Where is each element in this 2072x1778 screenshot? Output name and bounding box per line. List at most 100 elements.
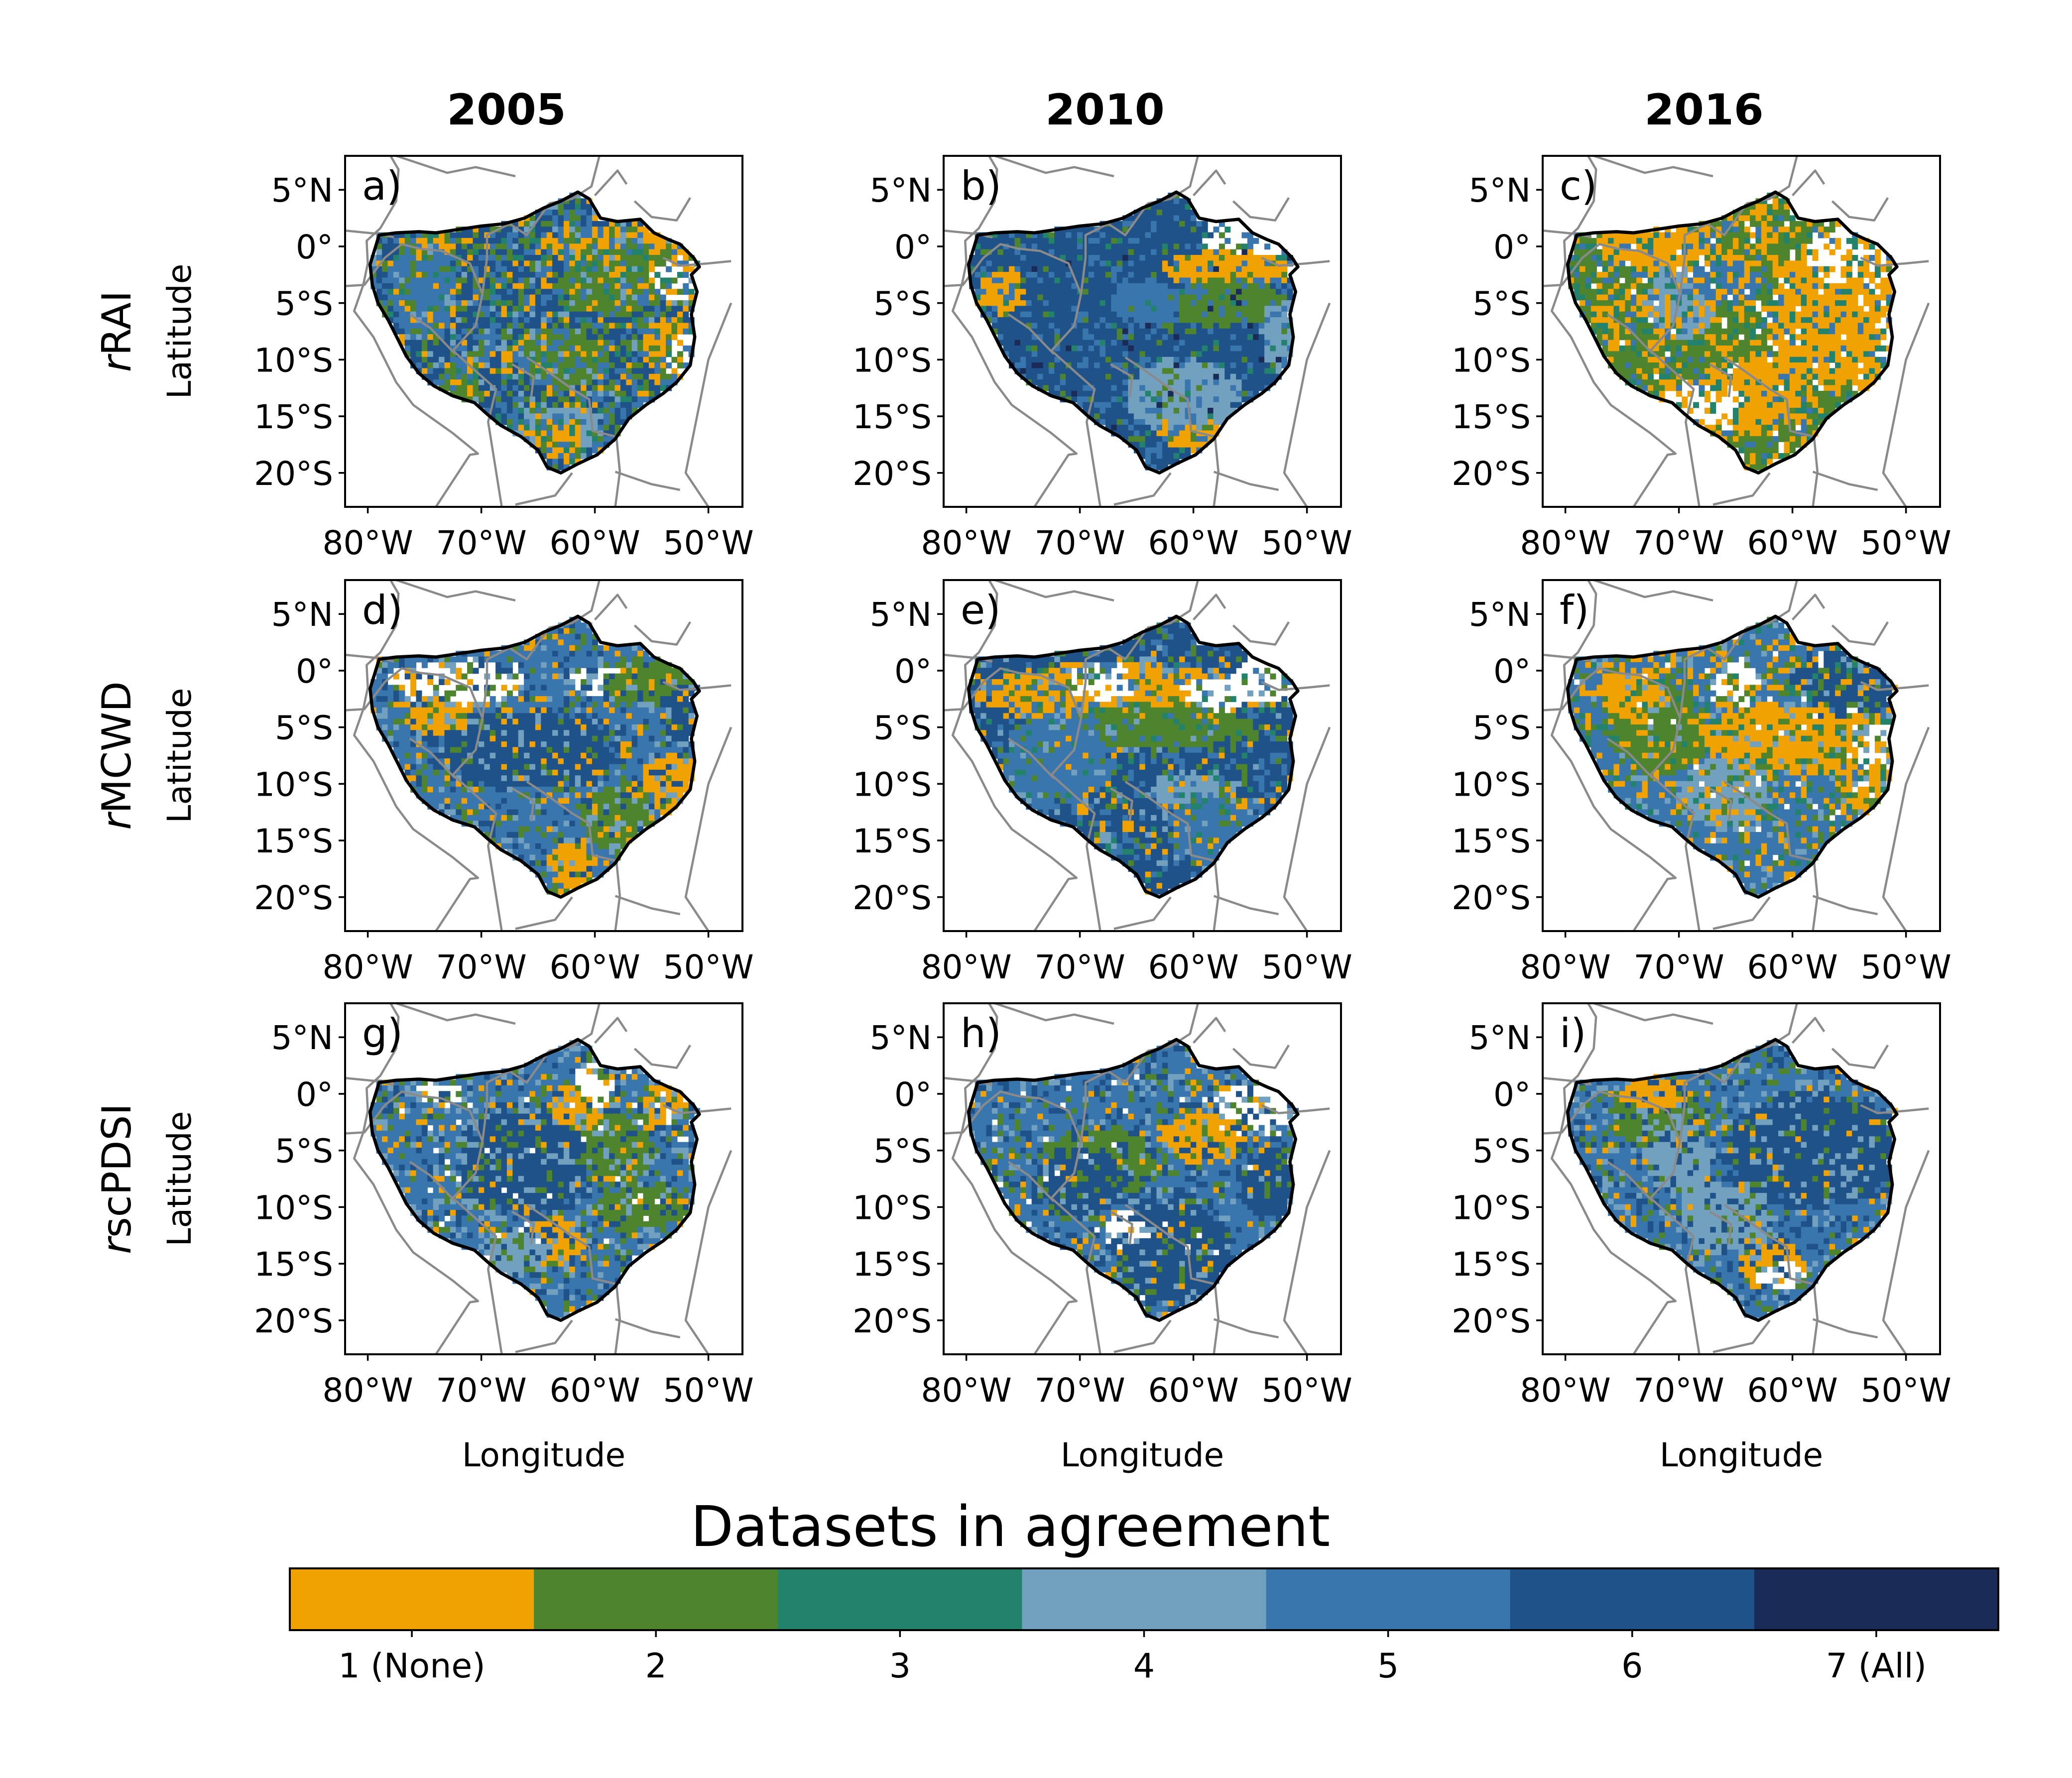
grid-cell bbox=[1168, 419, 1174, 425]
grid-cell bbox=[1179, 255, 1186, 261]
grid-cell bbox=[1105, 306, 1111, 312]
grid-cell bbox=[1133, 396, 1140, 403]
grid-cell bbox=[986, 232, 992, 238]
grid-cell bbox=[1585, 317, 1591, 324]
grid-cell bbox=[529, 368, 536, 374]
grid-cell bbox=[609, 402, 615, 408]
grid-cell bbox=[524, 430, 530, 437]
grid-cell bbox=[598, 419, 604, 425]
grid-cell bbox=[1083, 227, 1089, 233]
grid-cell bbox=[609, 436, 615, 442]
grid-cell bbox=[1054, 317, 1061, 324]
grid-cell bbox=[1670, 373, 1677, 380]
grid-cell bbox=[1287, 334, 1293, 341]
grid-cell bbox=[1020, 317, 1026, 324]
grid-cell bbox=[569, 356, 576, 363]
grid-cell bbox=[1580, 289, 1586, 295]
grid-cell bbox=[1077, 396, 1083, 403]
grid-cell bbox=[563, 334, 570, 341]
grid-cell bbox=[1003, 323, 1009, 329]
grid-cell bbox=[637, 277, 644, 284]
grid-cell bbox=[518, 413, 524, 420]
grid-cell bbox=[1778, 227, 1785, 233]
grid-cell bbox=[592, 317, 598, 324]
grid-cell bbox=[683, 289, 689, 295]
grid-cell bbox=[489, 300, 496, 306]
grid-cell bbox=[1128, 408, 1134, 414]
grid-cell bbox=[1755, 464, 1762, 471]
grid-cell bbox=[512, 237, 519, 244]
grid-cell bbox=[1738, 447, 1745, 454]
grid-cell bbox=[1133, 243, 1140, 250]
grid-cell bbox=[581, 368, 587, 374]
grid-cell bbox=[1801, 351, 1807, 357]
grid-cell bbox=[1693, 373, 1700, 380]
grid-cell bbox=[1590, 277, 1597, 284]
grid-cell bbox=[529, 396, 536, 403]
grid-cell bbox=[1761, 334, 1767, 341]
grid-cell bbox=[404, 266, 411, 272]
grid-cell bbox=[609, 306, 615, 312]
grid-cell bbox=[387, 317, 394, 324]
grid-cell bbox=[1145, 289, 1151, 295]
grid-cell bbox=[575, 436, 581, 442]
grid-cell bbox=[1083, 340, 1089, 346]
grid-cell bbox=[1699, 277, 1705, 284]
grid-cell bbox=[1772, 425, 1779, 431]
grid-cell bbox=[581, 300, 587, 306]
grid-cell bbox=[535, 345, 541, 352]
grid-cell bbox=[1128, 277, 1134, 284]
grid-cell bbox=[1636, 334, 1643, 341]
grid-cell bbox=[654, 272, 661, 278]
grid-cell bbox=[558, 221, 564, 227]
grid-cell bbox=[1173, 402, 1180, 408]
grid-cell bbox=[1173, 373, 1180, 380]
grid-cell bbox=[1715, 430, 1722, 437]
grid-cell bbox=[1208, 351, 1214, 357]
grid-cell bbox=[1213, 300, 1219, 306]
grid-cell bbox=[637, 283, 644, 289]
grid-cell bbox=[495, 317, 502, 324]
grid-cell bbox=[683, 272, 689, 278]
grid-cell bbox=[660, 345, 666, 352]
grid-cell bbox=[637, 328, 644, 335]
grid-cell bbox=[575, 272, 581, 278]
grid-cell bbox=[1715, 227, 1722, 233]
grid-cell bbox=[1202, 340, 1208, 346]
grid-cell bbox=[433, 237, 439, 244]
grid-cell bbox=[592, 249, 598, 255]
grid-cell bbox=[1744, 340, 1750, 346]
grid-cell bbox=[1185, 210, 1191, 216]
grid-cell bbox=[1162, 249, 1168, 255]
grid-cell bbox=[439, 272, 445, 278]
grid-cell bbox=[1281, 317, 1288, 324]
grid-cell bbox=[444, 328, 451, 335]
grid-cell bbox=[631, 373, 638, 380]
grid-cell bbox=[1162, 459, 1168, 465]
grid-cell bbox=[1213, 328, 1219, 335]
grid-cell bbox=[1196, 243, 1203, 250]
grid-cell bbox=[1715, 289, 1722, 295]
grid-cell bbox=[558, 227, 564, 233]
grid-cell bbox=[997, 294, 1004, 301]
grid-cell bbox=[1253, 368, 1259, 374]
grid-cell bbox=[387, 260, 394, 267]
grid-cell bbox=[410, 328, 417, 335]
grid-cell bbox=[1111, 345, 1117, 352]
grid-cell bbox=[421, 243, 428, 250]
grid-cell bbox=[654, 237, 661, 244]
grid-cell bbox=[1116, 408, 1123, 414]
grid-cell bbox=[1088, 328, 1095, 335]
grid-cell bbox=[1173, 210, 1180, 216]
grid-cell bbox=[1219, 221, 1225, 227]
grid-cell bbox=[1772, 266, 1779, 272]
grid-cell bbox=[1122, 425, 1129, 431]
grid-cell bbox=[1066, 243, 1072, 250]
grid-cell bbox=[1173, 272, 1180, 278]
grid-cell bbox=[1128, 283, 1134, 289]
grid-cell bbox=[535, 294, 541, 301]
grid-cell bbox=[563, 323, 570, 329]
grid-cell bbox=[1071, 249, 1078, 255]
grid-cell bbox=[1682, 396, 1688, 403]
grid-cell bbox=[1795, 442, 1802, 448]
